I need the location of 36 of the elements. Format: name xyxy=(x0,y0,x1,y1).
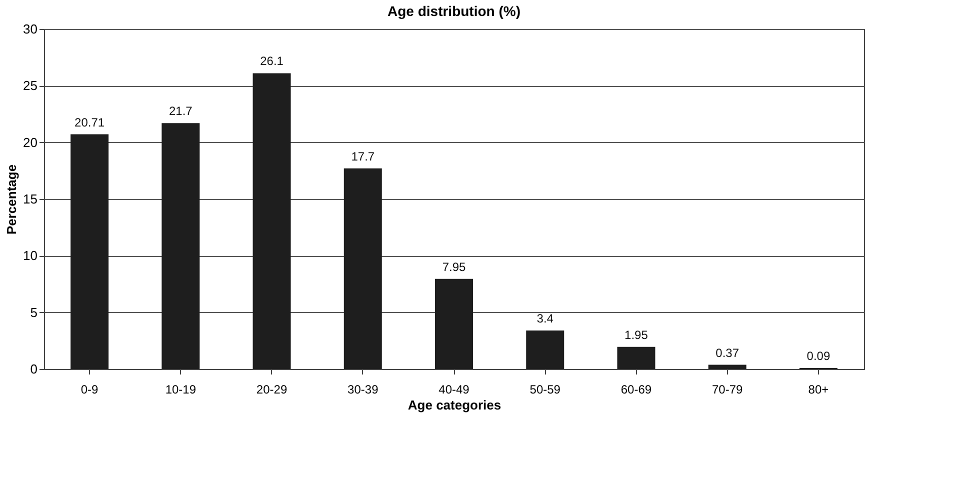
x-axis-title: Age categories xyxy=(408,398,502,412)
data-label: 26.1 xyxy=(260,54,284,68)
data-label: 21.7 xyxy=(168,104,193,118)
y-tick-label: 10 xyxy=(23,248,38,264)
y-tick-label: 5 xyxy=(30,304,38,320)
x-tick-label: 80+ xyxy=(808,382,829,396)
bar xyxy=(708,364,746,369)
bar xyxy=(252,73,291,369)
data-label: 17.7 xyxy=(351,149,375,164)
bar xyxy=(344,168,382,369)
x-tick-label: 30-39 xyxy=(348,382,379,396)
data-label: 0.37 xyxy=(716,346,740,360)
y-tick-label: 20 xyxy=(23,134,38,150)
bar xyxy=(435,278,473,369)
bar xyxy=(70,134,109,369)
x-tick-label: 50-59 xyxy=(530,382,561,396)
y-tick-label: 0 xyxy=(30,362,38,376)
bar xyxy=(162,123,200,369)
x-tick-label: 70-79 xyxy=(712,382,743,396)
bar xyxy=(526,330,564,369)
data-label: 1.95 xyxy=(624,328,648,342)
y-tick-label: 30 xyxy=(23,22,38,36)
data-label: 20.71 xyxy=(74,115,105,130)
data-label: 3.4 xyxy=(536,311,554,326)
x-tick-label: 20-29 xyxy=(256,382,288,396)
y-axis-title: Percentage xyxy=(4,164,20,235)
bar xyxy=(617,346,656,369)
y-tick-label: 15 xyxy=(23,192,38,206)
x-tick-label: 0-9 xyxy=(80,382,99,396)
y-tick-label: 25 xyxy=(23,78,38,94)
x-tick-label: 60-69 xyxy=(620,382,652,396)
x-tick-label: 40-49 xyxy=(438,382,470,396)
data-label: 0.09 xyxy=(806,348,830,363)
x-tick-label: 10-19 xyxy=(165,382,196,396)
chart-title: Age distribution (%) xyxy=(388,3,520,19)
data-label: 7.95 xyxy=(442,260,466,274)
